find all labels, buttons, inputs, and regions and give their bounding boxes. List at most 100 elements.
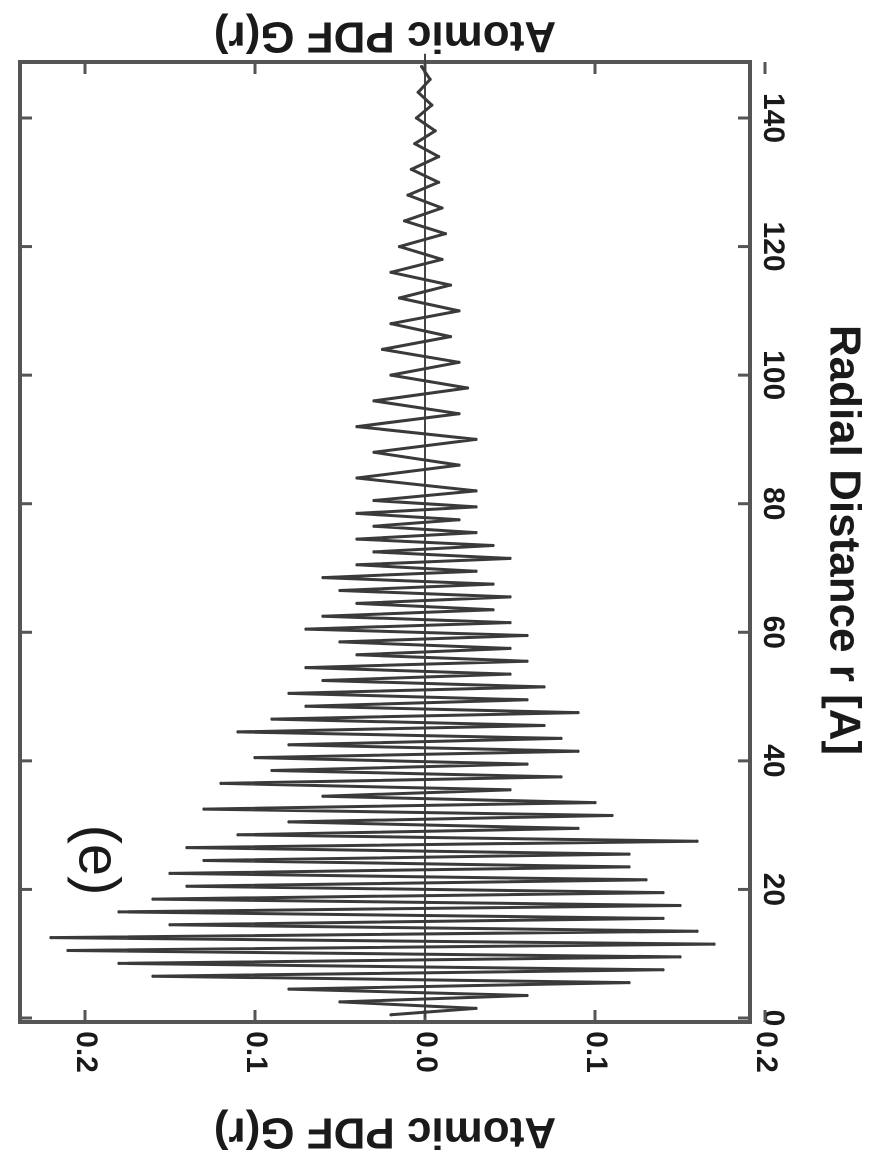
x-tick-label: 100 <box>757 350 790 400</box>
x-tick-label: 20 <box>757 873 790 906</box>
data-point <box>321 794 325 798</box>
data-point <box>338 1000 342 1004</box>
data-point <box>627 852 631 856</box>
y-tick-label: 0.2 <box>750 1031 783 1073</box>
data-point <box>474 569 478 573</box>
data-point <box>474 1006 478 1011</box>
data-point <box>372 450 376 454</box>
data-point <box>440 257 444 261</box>
x-tick-label: 80 <box>757 487 790 520</box>
data-point <box>117 961 121 966</box>
x-tick-label: 140 <box>757 93 790 143</box>
data-point <box>414 116 419 120</box>
data-point <box>270 768 274 773</box>
data-point <box>448 335 453 339</box>
data-point <box>117 910 121 914</box>
data-point <box>576 826 580 831</box>
data-point <box>321 614 325 618</box>
data-point <box>372 550 376 554</box>
data-point <box>474 437 478 441</box>
data-point <box>644 878 648 882</box>
axis-ticks: 0 20 40 60 80 100 120 140 0.2 0.1 0.0 0.1 0.2 <box>20 62 790 1073</box>
data-point <box>355 511 359 515</box>
data-point <box>661 916 665 921</box>
data-point <box>440 206 444 210</box>
data-point <box>491 543 495 548</box>
data-point <box>168 923 172 927</box>
data-point <box>508 595 512 599</box>
data-point <box>389 270 393 274</box>
data-point <box>474 531 478 535</box>
data-point <box>253 756 257 760</box>
data-point <box>287 691 291 696</box>
data-point <box>168 871 172 876</box>
data-point <box>437 155 441 159</box>
series-line <box>49 65 716 1017</box>
data-point <box>287 820 291 824</box>
data-point <box>576 749 580 753</box>
data-point <box>397 245 402 249</box>
data-point <box>389 373 393 377</box>
data-point <box>219 781 223 786</box>
data-point <box>474 489 478 493</box>
data-point <box>576 711 580 715</box>
data-point <box>559 736 563 741</box>
data-point <box>678 903 682 908</box>
data-point <box>304 666 308 670</box>
data-point <box>321 678 325 683</box>
data-point <box>355 601 359 606</box>
data-point <box>525 762 529 766</box>
data-point <box>457 360 461 364</box>
data-point <box>185 884 189 888</box>
data-point <box>420 65 424 69</box>
x-tick-label: 60 <box>757 616 790 649</box>
data-point <box>397 296 402 300</box>
y-tick-label: 0.1 <box>240 1031 273 1073</box>
data-point <box>457 309 461 313</box>
data-point <box>661 968 665 972</box>
data-point <box>409 167 413 171</box>
data-point <box>525 633 529 638</box>
data-point <box>236 833 240 837</box>
data-point <box>508 788 512 792</box>
data-point <box>185 846 189 850</box>
data-point <box>338 640 342 644</box>
data-point <box>416 90 420 94</box>
y-tick-label: 0.0 <box>410 1031 443 1073</box>
data-point <box>355 537 359 541</box>
data-point <box>270 717 274 721</box>
data-point <box>287 987 291 991</box>
data-point <box>508 672 512 676</box>
data-point <box>525 659 529 663</box>
data-point <box>678 955 682 959</box>
data-point <box>202 807 206 811</box>
data-point <box>287 743 291 747</box>
x-tick-label: 120 <box>757 222 790 272</box>
data-point <box>355 425 359 429</box>
data-point <box>389 1013 393 1017</box>
y-tick-label: 0.2 <box>70 1031 103 1073</box>
data-point <box>355 476 359 480</box>
data-point <box>428 77 432 81</box>
data-point <box>559 775 563 779</box>
data-point <box>430 103 434 107</box>
data-point <box>542 685 546 689</box>
series-layer <box>49 65 716 1017</box>
data-point <box>508 621 512 625</box>
data-point <box>355 653 359 657</box>
data-point <box>457 412 461 416</box>
data-point <box>236 730 240 734</box>
top-mirrored-title: Atomic PDF G(r) <box>214 12 556 61</box>
data-point <box>508 646 512 651</box>
data-point <box>610 813 614 818</box>
data-point <box>525 993 529 998</box>
data-point <box>403 219 407 223</box>
data-point <box>433 129 437 133</box>
data-point <box>406 193 410 197</box>
data-point <box>525 698 529 702</box>
data-point <box>593 801 597 805</box>
data-point <box>304 704 308 708</box>
data-point <box>627 981 631 985</box>
data-point <box>457 463 461 467</box>
